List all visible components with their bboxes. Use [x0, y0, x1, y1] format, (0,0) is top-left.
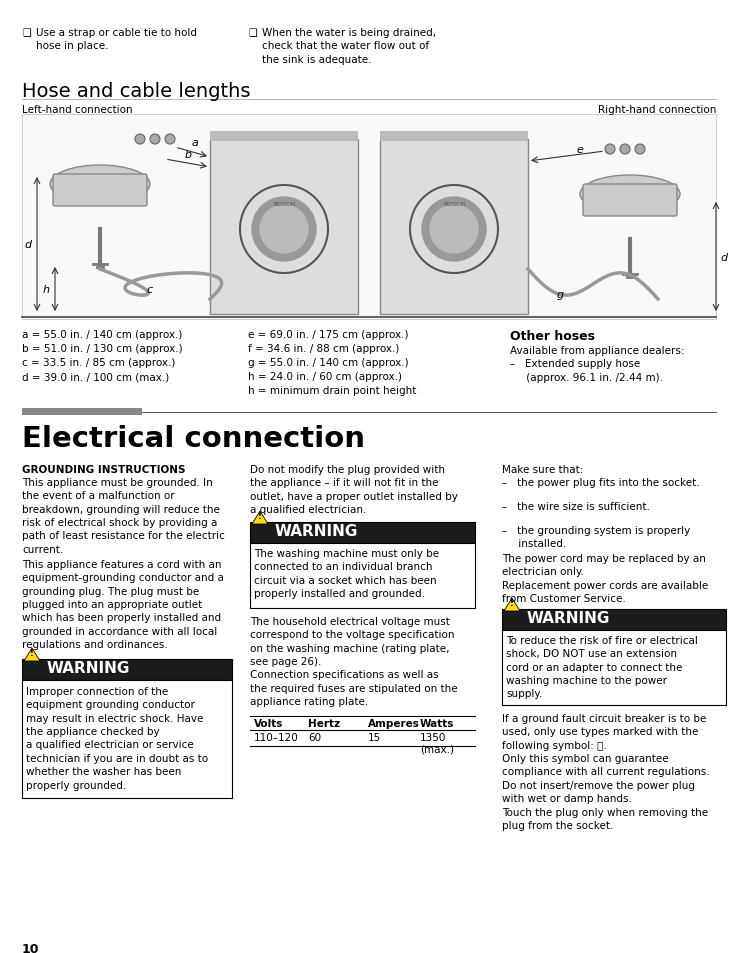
- Circle shape: [620, 145, 630, 154]
- Text: When the water is being drained,
check that the water flow out of
the sink is ad: When the water is being drained, check t…: [262, 28, 436, 65]
- Text: BOSCH: BOSCH: [273, 202, 295, 208]
- Text: Make sure that:: Make sure that:: [502, 464, 583, 475]
- Text: !: !: [30, 648, 34, 658]
- Text: !: !: [510, 598, 514, 607]
- Bar: [210, 132, 358, 142]
- Text: Hose and cable lengths: Hose and cable lengths: [22, 82, 250, 101]
- Bar: [22, 680, 232, 799]
- Text: –   the wire size is sufficient.: – the wire size is sufficient.: [502, 501, 650, 512]
- Text: b: b: [184, 150, 192, 160]
- Text: The washing machine must only be
connected to an individual branch
circuit via a: The washing machine must only be connect…: [254, 548, 439, 598]
- Bar: [380, 140, 528, 314]
- Circle shape: [422, 198, 486, 262]
- Bar: [22, 659, 232, 680]
- Circle shape: [150, 135, 160, 145]
- Text: a: a: [192, 138, 199, 148]
- Text: Use a strap or cable tie to hold
hose in place.: Use a strap or cable tie to hold hose in…: [36, 28, 197, 51]
- Text: d: d: [25, 240, 32, 250]
- Text: 1350
(max.): 1350 (max.): [420, 732, 454, 754]
- Text: a = 55.0 in. / 140 cm (approx.): a = 55.0 in. / 140 cm (approx.): [22, 330, 182, 339]
- Text: –   the grounding system is properly
     installed.: – the grounding system is properly insta…: [502, 525, 690, 549]
- Bar: [210, 140, 358, 314]
- Text: h = minimum drain point height: h = minimum drain point height: [248, 386, 416, 395]
- Text: Available from appliance dealers:
–   Extended supply hose
     (approx. 96.1 in: Available from appliance dealers: – Exte…: [510, 346, 685, 382]
- Bar: [502, 630, 726, 705]
- Text: ❑: ❑: [248, 28, 257, 38]
- Circle shape: [135, 135, 145, 145]
- Bar: [22, 409, 142, 416]
- Text: e: e: [576, 145, 584, 154]
- Circle shape: [165, 135, 175, 145]
- Text: e = 69.0 in. / 175 cm (approx.): e = 69.0 in. / 175 cm (approx.): [248, 330, 409, 339]
- Bar: [502, 609, 726, 630]
- Text: If a ground fault circuit breaker is to be
used, only use types marked with the
: If a ground fault circuit breaker is to …: [502, 713, 710, 830]
- Text: Watts: Watts: [420, 719, 455, 728]
- Circle shape: [260, 206, 308, 253]
- Text: WARNING: WARNING: [275, 523, 359, 538]
- Text: b = 51.0 in. / 130 cm (approx.): b = 51.0 in. / 130 cm (approx.): [22, 344, 182, 354]
- Polygon shape: [24, 648, 40, 661]
- Circle shape: [605, 145, 615, 154]
- Text: Do not modify the plug provided with
the appliance – if it will not fit in the
o: Do not modify the plug provided with the…: [250, 464, 458, 515]
- Text: BOSCH: BOSCH: [443, 202, 465, 208]
- FancyBboxPatch shape: [583, 185, 677, 216]
- Text: h = 24.0 in. / 60 cm (approx.): h = 24.0 in. / 60 cm (approx.): [248, 372, 402, 381]
- Text: g: g: [556, 290, 564, 299]
- FancyBboxPatch shape: [53, 174, 147, 207]
- Text: Improper connection of the
equipment grounding conductor
may result in electric : Improper connection of the equipment gro…: [26, 686, 208, 790]
- Circle shape: [252, 198, 316, 262]
- Text: The household electrical voltage must
correspond to the voltage specification
on: The household electrical voltage must co…: [250, 617, 458, 706]
- Bar: [380, 132, 528, 142]
- Text: WARNING: WARNING: [47, 660, 131, 676]
- Polygon shape: [504, 598, 520, 612]
- Text: This appliance features a cord with an
equipment-grounding conductor and a
groun: This appliance features a cord with an e…: [22, 559, 224, 650]
- Text: 110–120: 110–120: [254, 732, 299, 742]
- Text: Left-hand connection: Left-hand connection: [22, 105, 133, 115]
- Circle shape: [430, 206, 478, 253]
- Text: !: !: [258, 512, 262, 520]
- Text: c = 33.5 in. / 85 cm (approx.): c = 33.5 in. / 85 cm (approx.): [22, 357, 176, 368]
- Text: g = 55.0 in. / 140 cm (approx.): g = 55.0 in. / 140 cm (approx.): [248, 357, 409, 368]
- Bar: [22, 115, 716, 319]
- Text: This appliance must be grounded. In
the event of a malfunction or
breakdown, gro: This appliance must be grounded. In the …: [22, 477, 225, 555]
- Text: 10: 10: [22, 942, 40, 953]
- Text: –   the power plug fits into the socket.: – the power plug fits into the socket.: [502, 477, 700, 488]
- Text: Right-hand connection: Right-hand connection: [598, 105, 716, 115]
- Text: Other hoses: Other hoses: [510, 330, 595, 343]
- Text: Amperes: Amperes: [368, 719, 420, 728]
- Text: 15: 15: [368, 732, 382, 742]
- Text: d = 39.0 in. / 100 cm (max.): d = 39.0 in. / 100 cm (max.): [22, 372, 169, 381]
- Ellipse shape: [50, 166, 150, 204]
- Text: f = 34.6 in. / 88 cm (approx.): f = 34.6 in. / 88 cm (approx.): [248, 344, 399, 354]
- Bar: [250, 522, 475, 543]
- Text: WARNING: WARNING: [527, 610, 610, 625]
- Text: GROUNDING INSTRUCTIONS: GROUNDING INSTRUCTIONS: [22, 464, 185, 475]
- Text: The power cord may be replaced by an
electrician only.
Replacement power cords a: The power cord may be replaced by an ele…: [502, 554, 708, 603]
- Bar: [250, 543, 475, 608]
- Text: Electrical connection: Electrical connection: [22, 424, 365, 453]
- Polygon shape: [252, 512, 268, 524]
- Text: h: h: [43, 285, 50, 294]
- Text: ❑: ❑: [22, 28, 31, 38]
- Text: d: d: [720, 253, 727, 263]
- Ellipse shape: [580, 175, 680, 213]
- Text: To reduce the risk of fire or electrical
shock, DO NOT use an extension
cord or : To reduce the risk of fire or electrical…: [506, 636, 698, 699]
- Text: Volts: Volts: [254, 719, 283, 728]
- Text: c: c: [147, 285, 153, 294]
- Circle shape: [635, 145, 645, 154]
- Text: 60: 60: [308, 732, 321, 742]
- Text: Hertz: Hertz: [308, 719, 340, 728]
